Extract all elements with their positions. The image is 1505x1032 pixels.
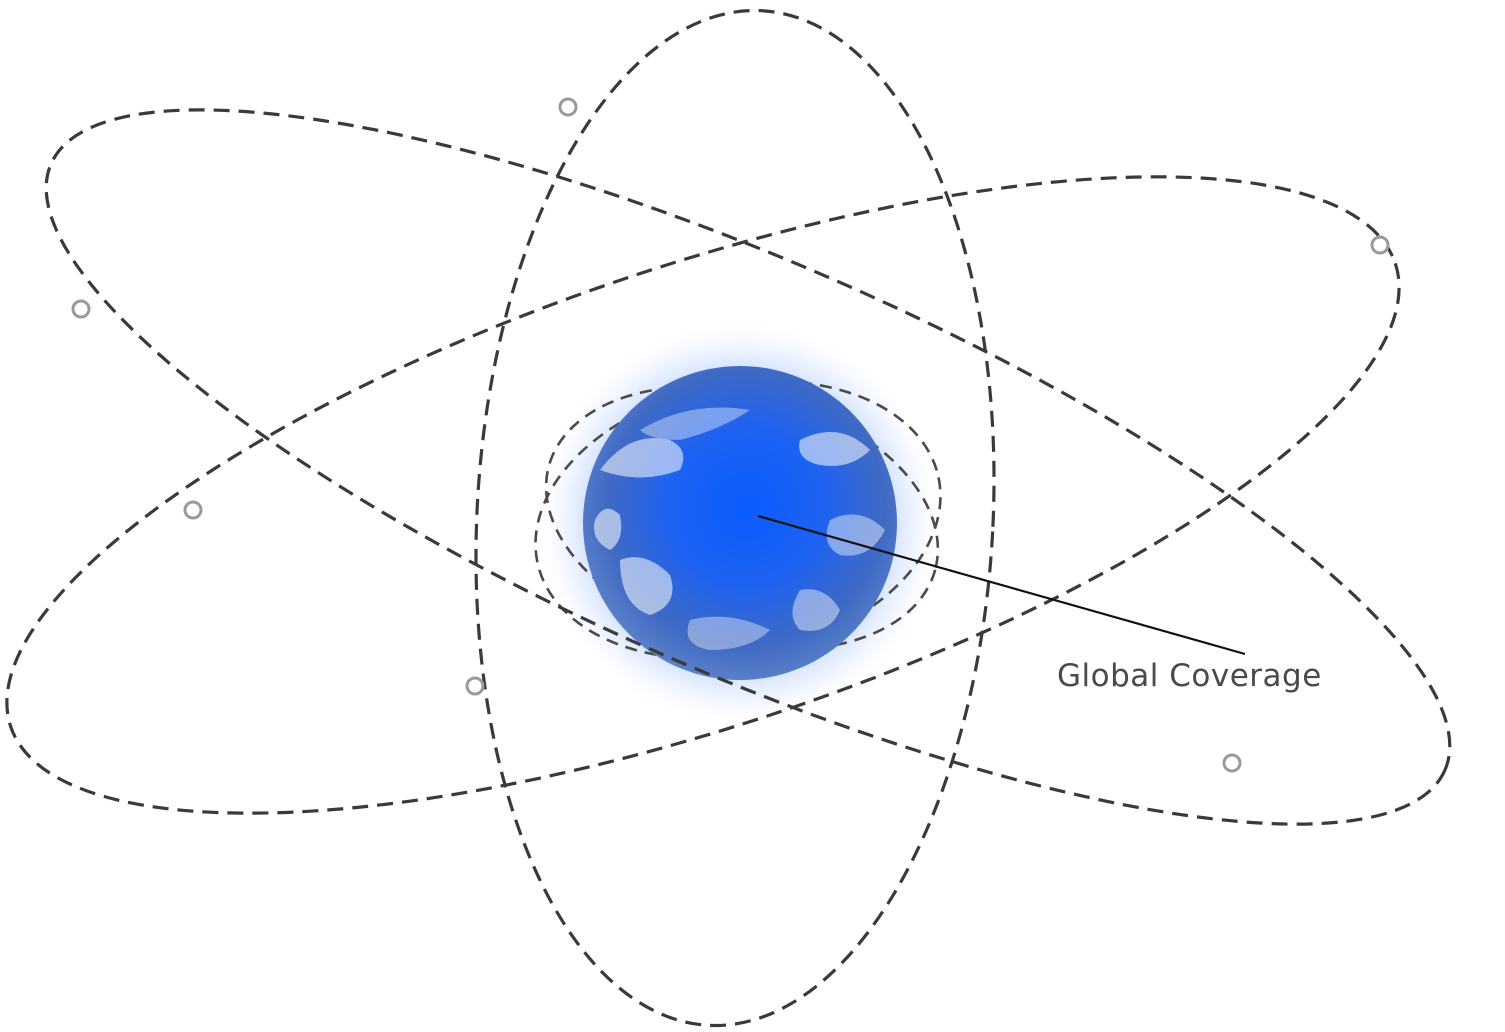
satellite-marker-icon	[183, 500, 203, 520]
leader-line	[757, 514, 1246, 656]
satellite-marker-icon	[71, 299, 91, 319]
satellite-marker-icon	[465, 676, 485, 696]
inner-orbit-2	[544, 385, 940, 651]
orbit-vertical	[474, 8, 996, 1028]
satellite-marker-icon	[1370, 235, 1390, 255]
global-coverage-label: Global Coverage	[1057, 658, 1322, 694]
earth-globe-icon	[583, 366, 897, 680]
orbit-upper-right	[5, 175, 1401, 815]
orbit-upper-left	[44, 108, 1452, 826]
satellite-marker-icon	[1222, 753, 1242, 773]
satellite-marker-icon	[558, 97, 578, 117]
